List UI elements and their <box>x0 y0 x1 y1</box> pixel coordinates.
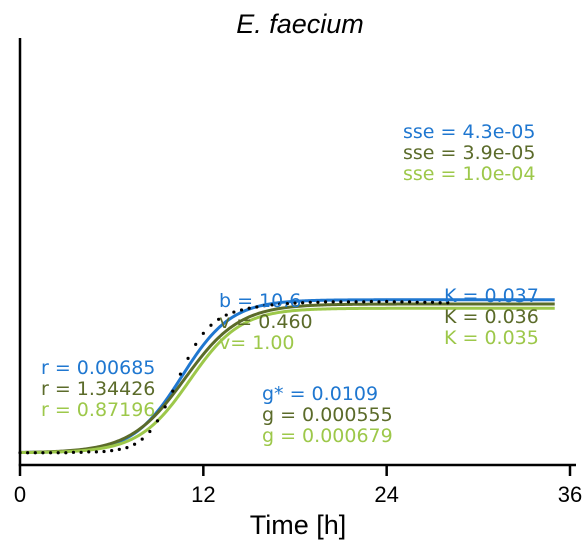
data-point <box>293 301 297 305</box>
x-tick-label: 12 <box>191 482 215 507</box>
v-label-c: v= 1.00 <box>219 332 295 354</box>
data-point <box>369 299 373 304</box>
shape-parameter-annotations: b = 10.6 v = 0.460 v= 1.00 <box>219 290 313 354</box>
b-label: b = 10.6 <box>219 290 301 312</box>
k-label-a: K = 0.037 <box>444 285 539 307</box>
data-point <box>26 451 30 455</box>
data-point <box>94 450 98 454</box>
data-point <box>125 446 129 450</box>
data-point <box>392 300 396 304</box>
k-label-b: K = 0.036 <box>444 306 539 328</box>
plot-area <box>18 298 555 455</box>
x-tick-label: 36 <box>558 482 582 507</box>
data-point <box>354 300 358 304</box>
data-point <box>148 429 152 434</box>
data-point <box>278 302 282 306</box>
data-point <box>262 304 267 308</box>
r-label-a: r = 0.00685 <box>41 357 155 379</box>
data-point <box>186 356 190 360</box>
data-point <box>194 342 198 346</box>
data-point <box>446 301 450 305</box>
data-point <box>415 300 419 304</box>
data-point <box>438 301 442 305</box>
data-points <box>18 299 450 455</box>
data-point <box>285 301 289 306</box>
r-label-b: r = 1.34426 <box>41 378 155 400</box>
r-label-c: r = 0.87196 <box>41 399 155 421</box>
data-point <box>385 299 389 304</box>
data-point <box>316 300 320 304</box>
fit-curve-c <box>19 306 555 455</box>
data-point <box>117 447 121 451</box>
data-point <box>64 451 68 455</box>
data-point <box>400 300 404 304</box>
data-point <box>377 300 381 304</box>
data-point <box>407 300 412 304</box>
data-point <box>41 451 45 455</box>
g-label-a: g* = 0.0109 <box>262 383 378 405</box>
data-point <box>110 449 114 453</box>
sse-annotations: sse = 4.3e-05 sse = 3.9e-05 sse = 1.0e-0… <box>403 121 535 185</box>
data-point <box>232 310 236 314</box>
data-point <box>33 451 37 455</box>
x-axis-label: Time [h] <box>250 510 347 540</box>
g-annotations: g* = 0.0109 g = 0.000555 g = 0.000679 <box>262 383 393 447</box>
x-axis-ticks: 0 12 24 36 <box>14 465 582 507</box>
data-point <box>339 300 343 304</box>
data-point <box>140 437 144 441</box>
data-point <box>132 442 137 446</box>
data-point <box>301 301 305 305</box>
v-label-b: v = 0.460 <box>219 311 313 333</box>
data-point <box>346 300 351 304</box>
data-point <box>217 317 221 321</box>
data-point <box>155 419 160 423</box>
data-point <box>239 308 244 312</box>
x-tick-label: 24 <box>374 482 398 507</box>
data-point <box>71 450 76 454</box>
sse-label-a: sse = 4.3e-05 <box>403 121 535 143</box>
fit-curve-b <box>19 302 555 454</box>
data-point <box>331 300 335 304</box>
data-point <box>178 372 183 376</box>
data-point <box>209 323 213 327</box>
data-point <box>423 300 427 304</box>
data-point <box>79 450 83 454</box>
data-point <box>102 449 106 454</box>
data-point <box>308 300 312 304</box>
data-point <box>430 300 435 304</box>
data-point <box>247 306 251 310</box>
k-label-c: K = 0.035 <box>444 327 539 349</box>
x-tick-label: 0 <box>14 482 26 507</box>
g-label-c: g = 0.000679 <box>262 425 393 447</box>
fit-curves <box>19 298 555 455</box>
data-point <box>163 405 167 409</box>
data-point <box>224 313 228 317</box>
sse-label-c: sse = 1.0e-04 <box>403 163 535 185</box>
data-point <box>270 303 274 307</box>
data-point <box>201 331 205 335</box>
chart-title: E. faecium <box>236 9 364 39</box>
k-annotations: K = 0.037 K = 0.036 K = 0.035 <box>444 285 539 349</box>
g-label-b: g = 0.000555 <box>262 404 393 426</box>
sse-label-b: sse = 3.9e-05 <box>403 142 535 164</box>
r-annotations: r = 0.00685 r = 1.34426 r = 0.87196 <box>41 357 155 421</box>
data-point <box>171 389 175 393</box>
data-point <box>362 300 366 304</box>
data-point <box>56 451 60 455</box>
data-point <box>48 451 53 455</box>
data-point <box>87 450 91 454</box>
data-point <box>323 300 328 304</box>
data-point <box>255 305 259 309</box>
